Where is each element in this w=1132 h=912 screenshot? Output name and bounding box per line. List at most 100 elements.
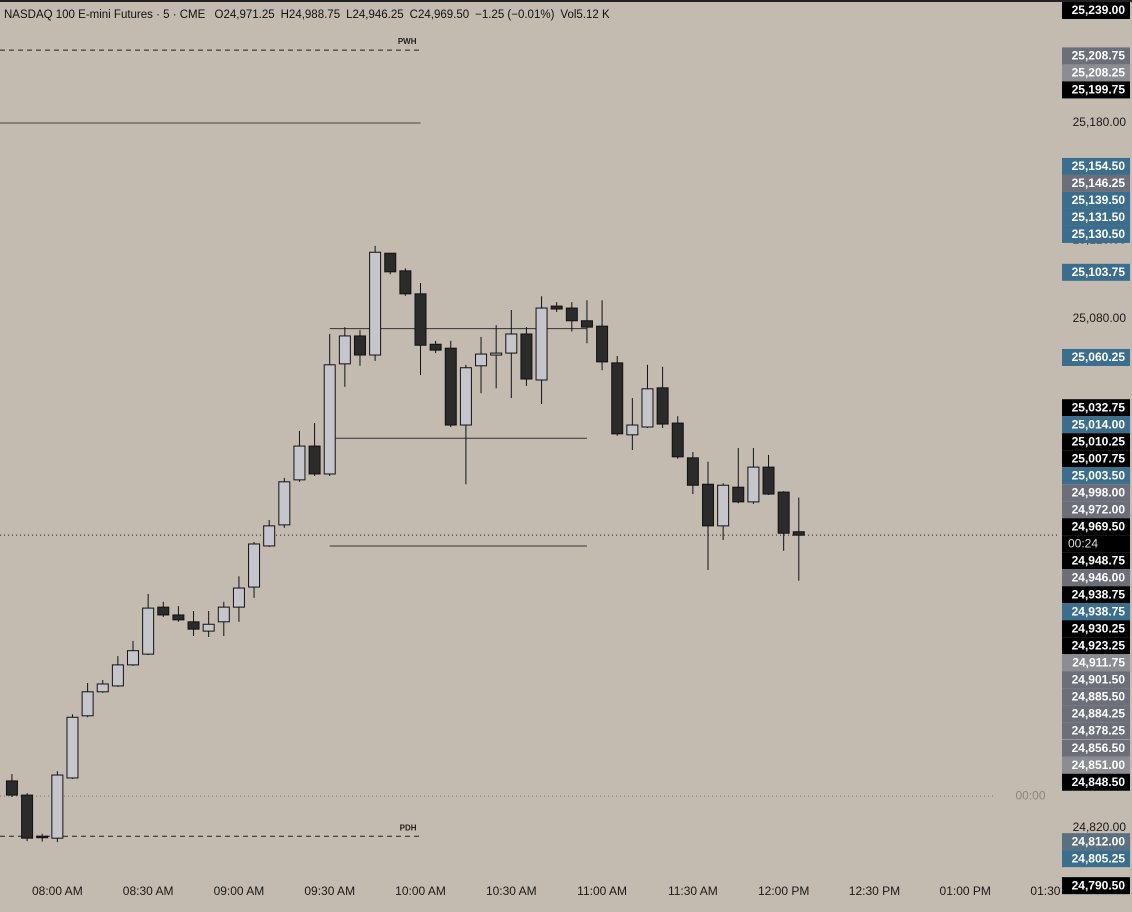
price-label-box [1062, 399, 1130, 417]
price-label-box [1062, 433, 1130, 451]
candle-body [702, 483, 715, 527]
x-tick-label: 09:30 AM [304, 884, 355, 898]
price-label-box [1062, 484, 1130, 502]
candle-body [142, 607, 155, 655]
price-label-box [1062, 47, 1130, 65]
price-label: 25,208.75 [1072, 49, 1126, 63]
candle-body [686, 457, 699, 486]
candle-body [732, 486, 745, 503]
price-label: 24,851.00 [1072, 758, 1126, 772]
x-tick-label: 08:00 AM [32, 884, 83, 898]
candle-body [565, 307, 578, 322]
candle-body [353, 335, 366, 356]
candle-body [232, 587, 245, 608]
price-label: 25,146.25 [1072, 176, 1126, 190]
price-label-box [1062, 467, 1130, 485]
price-label: 24,884.25 [1072, 706, 1126, 720]
candle-body [384, 252, 397, 273]
countdown: 00:24 [1068, 536, 1098, 550]
symbol-title: NASDAQ 100 E-mini Futures · 5 · CME [4, 9, 206, 21]
price-label: 25,103.75 [1072, 265, 1126, 279]
y-tick-label: 25,180.00 [1073, 115, 1127, 129]
price-label-box [1062, 722, 1130, 740]
price-label: 24,885.50 [1072, 689, 1126, 703]
price-label-box [1062, 2, 1130, 19]
price-label-box [1062, 157, 1130, 175]
x-tick-label: 08:30 AM [123, 884, 174, 898]
price-label: 24,856.50 [1072, 741, 1126, 755]
price-label: 25,199.75 [1072, 83, 1126, 97]
candle-body [111, 664, 124, 687]
candle-body [66, 716, 79, 779]
x-tick-label: 12:30 PM [849, 884, 900, 898]
candle-body [490, 352, 503, 356]
price-label: 25,139.50 [1072, 193, 1126, 207]
candle-body [51, 774, 64, 839]
ohlc-legend: L24,946.25 [346, 9, 404, 21]
candle-body [475, 353, 488, 367]
price-label: 24,901.50 [1072, 672, 1126, 686]
price-label: 24,972.00 [1072, 502, 1126, 516]
symbol-header: NASDAQ 100 E-mini Futures · 5 · CME O24,… [4, 9, 616, 21]
x-tick-label: 01:00 PM [940, 884, 991, 898]
price-label-box [1062, 501, 1130, 519]
price-label-box [1062, 850, 1130, 868]
x-tick-label: 11:30 AM [668, 884, 718, 898]
candle-body [96, 683, 109, 693]
price-label: 25,239.00 [1072, 3, 1126, 17]
candle-body [580, 320, 593, 328]
price-label: 24,848.50 [1072, 775, 1126, 789]
candle-body [278, 481, 291, 526]
candle-body [263, 525, 276, 547]
x-tick-label: 09:00 AM [214, 884, 265, 898]
y-tick-label: 25,080.00 [1073, 311, 1127, 325]
candle-body [157, 606, 170, 616]
candle-body [626, 424, 639, 436]
price-label-box [1062, 416, 1130, 434]
candle-body [81, 691, 94, 717]
candle-body [656, 387, 669, 425]
price-label-box [1062, 877, 1130, 895]
price-label-box [1062, 81, 1130, 99]
x-tick-label: 11:00 AM [577, 884, 627, 898]
candle-body [505, 333, 518, 354]
ohlc-legend: −1.25 (−0.01%) [475, 9, 555, 21]
price-label-box [1062, 450, 1130, 468]
price-label-box [1062, 620, 1130, 638]
candle-body [596, 325, 609, 363]
price-label-box [1062, 174, 1130, 192]
price-label: 25,154.50 [1072, 159, 1126, 173]
candle-body [459, 367, 472, 426]
price-label: 24,812.00 [1072, 834, 1126, 848]
price-label-box [1062, 739, 1130, 757]
candle-body [172, 614, 185, 621]
candle-body [248, 543, 261, 588]
candle-body [5, 780, 18, 796]
candle-body [792, 531, 805, 536]
x-tick-label: 10:30 AM [486, 884, 537, 898]
price-label: 24,930.25 [1072, 621, 1126, 635]
candle-body [429, 343, 442, 351]
candle-body [202, 623, 215, 632]
plot-area: PWH PDH [0, 37, 1058, 843]
candle-body [293, 445, 306, 481]
price-label: 24,878.25 [1072, 723, 1126, 737]
candle-body [36, 835, 49, 839]
price-label: 24,998.00 [1072, 485, 1126, 499]
price-label: 24,948.75 [1072, 553, 1126, 567]
time-axis: 08:00 AM 08:30 AM 09:00 AM 09:30 AM 10:00 AM… [32, 884, 1061, 898]
candle-body [762, 466, 775, 495]
candle-body [747, 466, 760, 503]
price-label: 24,923.25 [1072, 638, 1126, 652]
price-label-box [1062, 348, 1130, 366]
price-label-box [1062, 833, 1130, 851]
candle-body [323, 364, 336, 475]
price-axis: 25,180.0025,120.0025,080.0024,820.0025,2… [1062, 2, 1130, 895]
candle-body [444, 347, 457, 426]
ohlc-legend: Vol5.12 K [560, 9, 610, 21]
y-tick-label: 24,820.00 [1073, 820, 1127, 834]
price-label-box [1062, 225, 1130, 243]
ohlc-legend: H24,988.75 [280, 9, 341, 21]
candle-body [187, 621, 200, 630]
